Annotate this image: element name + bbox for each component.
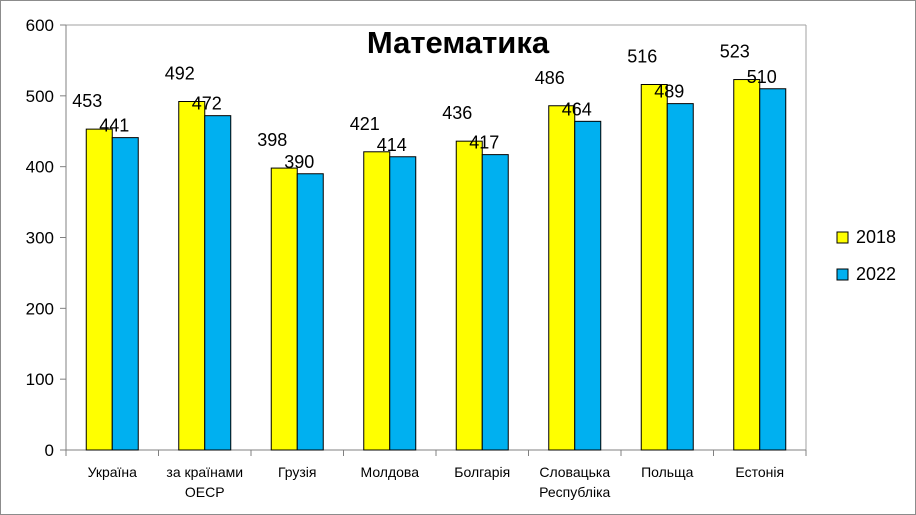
y-tick-label: 500	[26, 87, 54, 106]
data-label-2022: 390	[284, 152, 314, 172]
data-label-2022: 417	[469, 133, 499, 153]
legend-swatch-2022	[836, 268, 849, 281]
data-label-2018: 492	[165, 64, 195, 84]
legend-label-2018: 2018	[856, 227, 896, 247]
data-label-2018: 516	[627, 47, 657, 67]
legend-label-2022: 2022	[856, 264, 896, 284]
data-label-2018: 486	[535, 68, 565, 88]
data-label-2022: 510	[747, 67, 777, 87]
category-label: Україна	[88, 464, 138, 480]
bar-2018	[363, 151, 391, 451]
data-label-2018: 398	[257, 130, 287, 150]
category-label: Естонія	[735, 464, 784, 480]
bar-2018	[640, 84, 668, 451]
bar-2022	[574, 120, 602, 451]
bar-2022	[111, 137, 139, 451]
category-label: Молдова	[361, 464, 420, 480]
category-label-line: ОЕСР	[185, 484, 225, 500]
bar-2022	[204, 115, 232, 451]
bar-2018	[85, 128, 113, 451]
bar-2018	[548, 105, 576, 451]
legend: 2018 2022	[836, 227, 896, 284]
bar-2018	[733, 79, 761, 451]
category-label: за країнами ОЕСР	[166, 464, 243, 500]
bar-2022	[481, 154, 509, 451]
category-label-line: Польща	[641, 464, 694, 480]
bar-2022	[296, 173, 324, 451]
bar-2022	[759, 88, 787, 451]
category-label-line: Молдова	[361, 464, 420, 480]
bar-2022	[389, 156, 417, 451]
category-label: Болгарія	[454, 464, 510, 480]
data-label-2018: 453	[72, 91, 102, 111]
category-label-line: Словацька	[539, 464, 610, 480]
category-label: Польща	[641, 464, 694, 480]
category-label: Грузія	[278, 464, 317, 480]
y-tick-label: 300	[26, 229, 54, 248]
category-label: Словацька Республіка	[539, 464, 610, 500]
data-label-2022: 472	[192, 94, 222, 114]
data-label-2022: 414	[377, 135, 407, 155]
bar-2018	[178, 101, 206, 451]
bar-2018	[455, 140, 483, 451]
category-label-line: за країнами	[166, 464, 243, 480]
bar-2022	[666, 103, 694, 451]
data-label-2022: 464	[562, 99, 592, 119]
data-label-2018: 436	[442, 103, 472, 123]
bars	[85, 79, 787, 451]
bar-2018	[270, 167, 298, 451]
category-label-line: Грузія	[278, 464, 317, 480]
category-label-line: Україна	[88, 464, 138, 480]
y-tick-label: 0	[45, 441, 54, 460]
y-tick-label: 200	[26, 299, 54, 318]
data-label-2022: 489	[654, 82, 684, 102]
chart-title: Математика	[367, 25, 550, 60]
category-label-line: Естонія	[735, 464, 784, 480]
category-labels: Україна за країнами ОЕСР Грузія Молдова Болга…	[88, 464, 785, 500]
y-tick-label: 600	[26, 16, 54, 35]
category-label-line: Болгарія	[454, 464, 510, 480]
y-tick-label: 400	[26, 158, 54, 177]
data-label-2018: 523	[720, 42, 750, 62]
y-tick-label: 100	[26, 370, 54, 389]
data-label-2022: 441	[99, 116, 129, 136]
category-label-line: Республіка	[539, 484, 610, 500]
legend-swatch-2018	[836, 231, 849, 244]
data-label-2018: 421	[350, 114, 380, 134]
